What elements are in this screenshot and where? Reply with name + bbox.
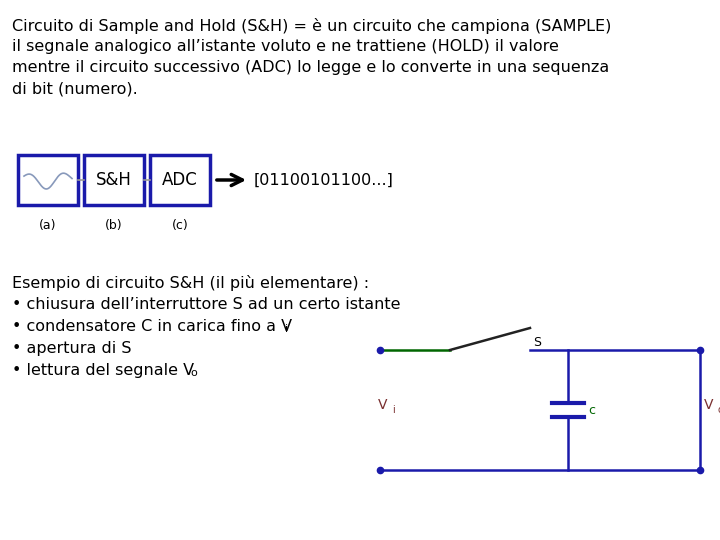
Text: V: V xyxy=(378,398,387,412)
Bar xyxy=(18,155,78,205)
Text: (a): (a) xyxy=(40,219,57,232)
Text: [01100101100...]: [01100101100...] xyxy=(254,172,394,187)
Text: V: V xyxy=(704,398,714,412)
Text: (b): (b) xyxy=(105,219,123,232)
Text: • apertura di S: • apertura di S xyxy=(12,341,132,356)
Text: (c): (c) xyxy=(171,219,189,232)
Text: o: o xyxy=(191,368,197,378)
Text: • condensatore C in carica fino a V: • condensatore C in carica fino a V xyxy=(12,319,292,334)
Bar xyxy=(84,155,144,205)
Text: i: i xyxy=(284,324,288,334)
Text: o: o xyxy=(718,405,720,415)
Text: S&H: S&H xyxy=(96,171,132,189)
Bar xyxy=(150,155,210,205)
Text: il segnale analogico all’istante voluto e ne trattiene (HOLD) il valore: il segnale analogico all’istante voluto … xyxy=(12,39,559,54)
Text: ADC: ADC xyxy=(162,171,198,189)
Text: di bit (numero).: di bit (numero). xyxy=(12,81,138,96)
Text: i: i xyxy=(392,405,395,415)
Text: c: c xyxy=(588,403,595,416)
Text: • lettura del segnale V: • lettura del segnale V xyxy=(12,363,194,378)
Text: S: S xyxy=(533,335,541,348)
Text: mentre il circuito successivo (ADC) lo legge e lo converte in una sequenza: mentre il circuito successivo (ADC) lo l… xyxy=(12,60,609,75)
Text: Esempio di circuito S&H (il più elementare) :: Esempio di circuito S&H (il più elementa… xyxy=(12,275,369,291)
Text: • chiusura dell’interruttore S ad un certo istante: • chiusura dell’interruttore S ad un cer… xyxy=(12,297,400,312)
Text: Circuito di Sample and Hold (S&H) = è un circuito che campiona (SAMPLE): Circuito di Sample and Hold (S&H) = è un… xyxy=(12,18,611,34)
